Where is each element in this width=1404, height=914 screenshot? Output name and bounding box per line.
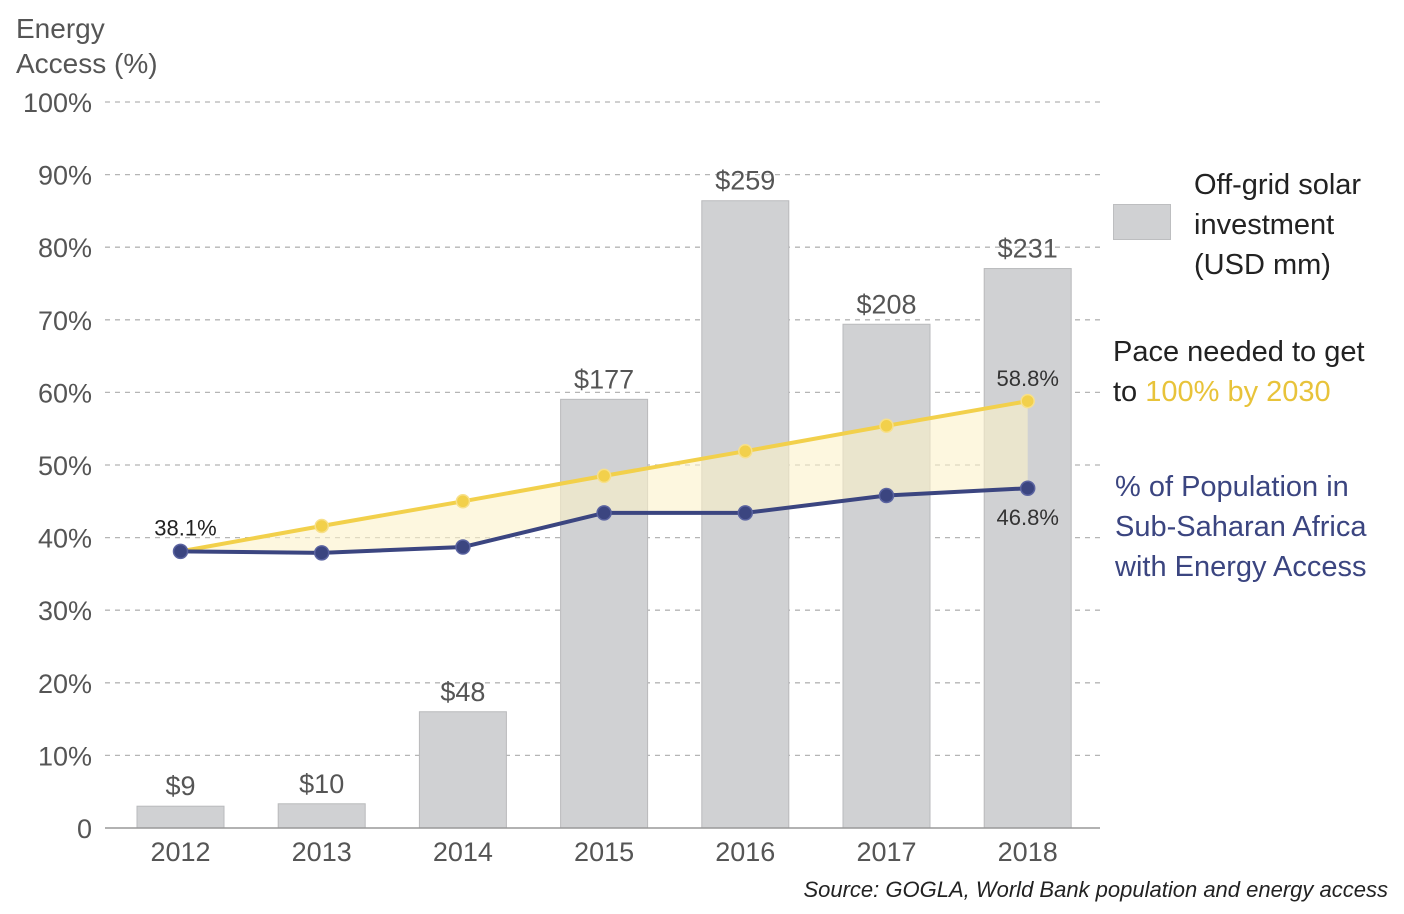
population-start-label: 38.1% bbox=[154, 515, 216, 540]
legend-bars-line-1: Off-grid solar bbox=[1194, 169, 1362, 201]
pace-point bbox=[879, 418, 894, 434]
x-tick-label: 2015 bbox=[574, 837, 634, 867]
pace-point bbox=[596, 468, 612, 484]
pace-point bbox=[314, 518, 329, 534]
y-tick-label: 40% bbox=[38, 524, 92, 554]
y-tick-label: 30% bbox=[38, 596, 92, 626]
legend-bars-label: Off-grid solar investment (USD mm) bbox=[1194, 165, 1394, 285]
bar-value-label: $231 bbox=[998, 234, 1058, 264]
y-tick-label: 90% bbox=[38, 161, 92, 191]
legend-pace-label: Pace needed to get to 100% by 2030 bbox=[1113, 332, 1403, 412]
bar-value-label: $177 bbox=[574, 364, 634, 394]
data-labels: $9 $10 $48 $177 $259 $208 $231 38.1% 58.8% 46.8% bbox=[154, 166, 1059, 801]
population-point bbox=[596, 505, 612, 521]
y-tick-label: 50% bbox=[38, 451, 92, 481]
legend-pace-line-2: to 100% by 2030 bbox=[1113, 372, 1403, 412]
population-end-label: 46.8% bbox=[997, 505, 1059, 530]
bar-value-label: $9 bbox=[165, 771, 195, 801]
y-tick-label: 80% bbox=[38, 233, 92, 263]
legend-pace-highlight: 100% by 2030 bbox=[1145, 376, 1331, 408]
x-tick-label: 2018 bbox=[998, 837, 1058, 867]
legend-bars-line-2: investment bbox=[1194, 209, 1335, 241]
y-tick-label: 60% bbox=[38, 378, 92, 408]
y-tick-label: 10% bbox=[38, 741, 92, 771]
bar bbox=[560, 398, 649, 829]
legend-pace-prefix: to bbox=[1113, 376, 1146, 408]
legend-pop-line-2: Sub-Saharan Africa bbox=[1115, 511, 1367, 543]
bar bbox=[983, 268, 1072, 829]
y-tick-label: 0 bbox=[77, 814, 92, 844]
pace-end-label: 58.8% bbox=[997, 366, 1059, 391]
pace-point bbox=[738, 443, 753, 459]
pace-point bbox=[455, 494, 471, 509]
population-point bbox=[737, 505, 754, 521]
population-point bbox=[878, 487, 895, 504]
line-series bbox=[172, 393, 1036, 561]
population-point bbox=[1019, 480, 1036, 496]
x-tick-label: 2012 bbox=[150, 837, 210, 867]
x-tick-label: 2017 bbox=[856, 837, 916, 867]
legend-bars-line-3: (USD mm) bbox=[1194, 249, 1331, 281]
legend-pop-line-3: with Energy Access bbox=[1115, 551, 1367, 583]
legend-pop-line-1: % of Population in bbox=[1115, 471, 1349, 503]
source-note: Source: GOGLA, World Bank population and… bbox=[803, 877, 1388, 902]
bar-value-label: $259 bbox=[715, 166, 775, 196]
bar bbox=[136, 805, 225, 829]
population-point bbox=[172, 543, 189, 560]
bar-value-label: $10 bbox=[299, 769, 344, 799]
legend-pace-line-1: Pace needed to get bbox=[1113, 336, 1365, 368]
population-point bbox=[313, 545, 330, 561]
x-axis: 2012 2013 2014 2015 2016 2017 2018 bbox=[105, 827, 1100, 867]
bar-value-label: $48 bbox=[440, 677, 485, 707]
y-axis-title: Energy Access (%) bbox=[16, 13, 158, 79]
legend-population-label: % of Population in Sub-Saharan Africa wi… bbox=[1115, 467, 1404, 587]
y-axis-title-line-2: Access (%) bbox=[16, 48, 158, 79]
y-axis-ticks: 0 10% 20% 30% 40% 50% 60% 70% 80% 90% 100% bbox=[23, 88, 92, 844]
y-tick-label: 20% bbox=[38, 669, 92, 699]
bar bbox=[277, 803, 366, 829]
bar bbox=[842, 323, 931, 829]
x-tick-label: 2016 bbox=[715, 837, 775, 867]
x-tick-label: 2013 bbox=[292, 837, 352, 867]
bar-value-label: $208 bbox=[856, 289, 916, 319]
pace-point bbox=[1020, 393, 1035, 409]
legend-bar-swatch bbox=[1113, 204, 1171, 240]
bar bbox=[418, 711, 507, 829]
y-axis-title-line-1: Energy bbox=[16, 13, 105, 44]
x-tick-label: 2014 bbox=[433, 837, 493, 867]
y-tick-label: 100% bbox=[23, 88, 92, 118]
population-point bbox=[455, 539, 471, 555]
y-tick-label: 70% bbox=[38, 306, 92, 336]
